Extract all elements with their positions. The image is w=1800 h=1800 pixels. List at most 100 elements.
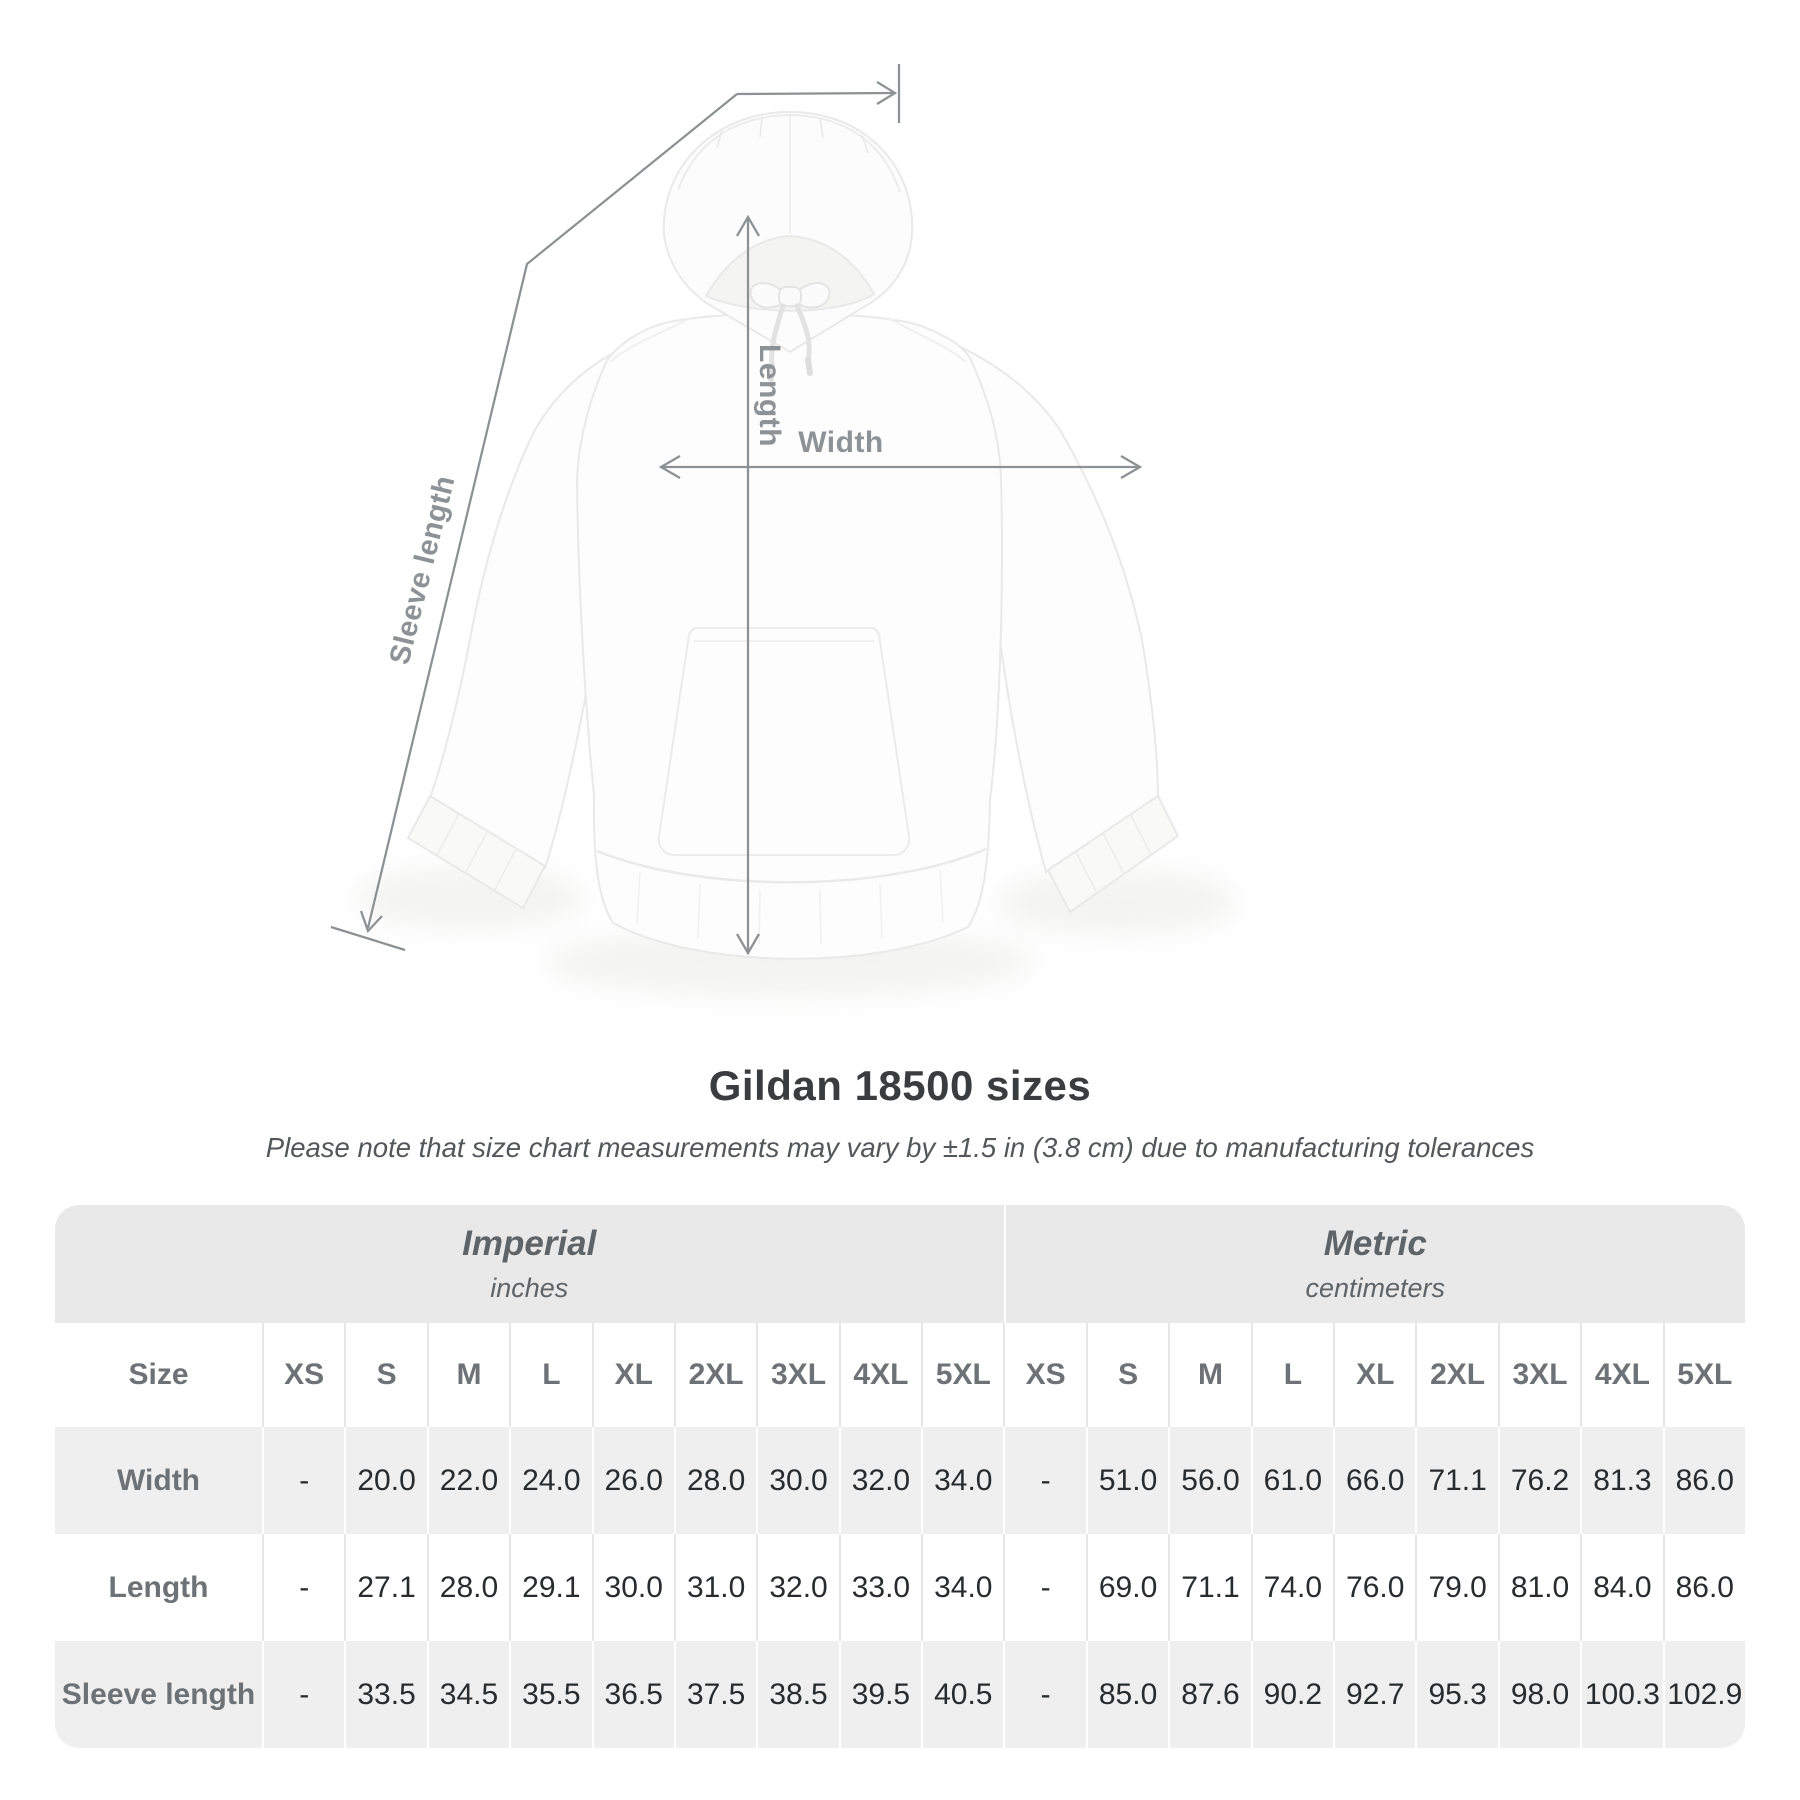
size-header-row: Size XS S M L XL 2XL 3XL 4XL 5XL XS S M L XL 2XL 3XL 4XL 5… <box>55 1323 1745 1427</box>
metric-value-cell: 84.0 <box>1580 1534 1662 1641</box>
hoodie-pocket <box>657 627 911 856</box>
hoodie-illustration <box>406 110 1180 960</box>
sleeve-length-label: Sleeve length <box>384 472 462 667</box>
metric-group-header: Metric centimeters <box>1003 1205 1746 1323</box>
imperial-value-cell: 30.0 <box>591 1534 674 1641</box>
imperial-value-cell: 22.0 <box>426 1427 509 1534</box>
metric-value-cell: 95.3 <box>1415 1641 1497 1748</box>
imperial-value-cell: 36.5 <box>591 1641 674 1748</box>
row-label: Sleeve length <box>61 1677 256 1711</box>
tolerance-note: Please note that size chart measurements… <box>265 1132 1535 1163</box>
metric-value-cell: 85.0 <box>1085 1641 1168 1748</box>
imperial-value-cell: 29.1 <box>509 1534 591 1641</box>
table-row-sleeve-length: Sleeve length -33.5 34.5 35.5 36.5 37.5 38.5 39… <box>55 1641 1745 1748</box>
imperial-value-cell: 40.5 <box>921 1641 1003 1748</box>
metric-value-cell: 74.0 <box>1250 1534 1333 1641</box>
imperial-unit-label: inches <box>490 1273 569 1303</box>
metric-value-cell: - <box>1003 1641 1085 1748</box>
imperial-size-col-header: XS <box>262 1323 344 1427</box>
imperial-value-cell: 20.0 <box>344 1427 426 1534</box>
width-label: Width <box>798 426 884 459</box>
imperial-group-header: Imperial inches <box>55 1205 1004 1323</box>
metric-label: Metric <box>1323 1224 1427 1263</box>
metric-value-cell: - <box>1003 1427 1085 1534</box>
metric-value-cell: 81.0 <box>1497 1534 1580 1641</box>
metric-size-col-header: L <box>1250 1323 1333 1427</box>
table-row-width: Width -20.0 22.0 24.0 26.0 28.0 30.0 32.0 34.0-5… <box>55 1427 1745 1534</box>
sleeve-length-arrow <box>330 64 901 952</box>
imperial-size-col-header: 2XL <box>673 1323 756 1427</box>
imperial-value-cell: 33.5 <box>344 1641 426 1748</box>
metric-value-cell: 81.3 <box>1580 1427 1662 1534</box>
width-arrow <box>658 455 1143 479</box>
imperial-value-cell: - <box>262 1534 344 1641</box>
imperial-value-cell: - <box>262 1427 344 1534</box>
imperial-label: Imperial <box>462 1224 597 1263</box>
metric-value-cell: 76.0 <box>1333 1534 1415 1641</box>
row-label: Length <box>108 1570 209 1604</box>
metric-value-cell: 61.0 <box>1250 1427 1333 1534</box>
hoodie-hem-band <box>596 847 987 884</box>
hoodie-drawstrings <box>749 282 831 382</box>
length-arrow <box>736 214 760 956</box>
metric-value-cell: 79.0 <box>1415 1534 1497 1641</box>
size-table-body: Width -20.0 22.0 24.0 26.0 28.0 30.0 32.0 34.0-5… <box>55 1427 1745 1748</box>
imperial-value-cell: 35.5 <box>509 1641 591 1748</box>
imperial-value-cell: 31.0 <box>673 1534 756 1641</box>
metric-value-cell: 76.2 <box>1497 1427 1580 1534</box>
metric-value-cell: 87.6 <box>1168 1641 1250 1748</box>
imperial-value-cell: 34.5 <box>426 1641 509 1748</box>
hoodie-measurement-diagram: Length Width Sleeve length <box>330 64 1238 996</box>
imperial-value-cell: 37.5 <box>673 1641 756 1748</box>
metric-size-col-header: 3XL <box>1497 1323 1580 1427</box>
metric-unit-label: centimeters <box>1305 1273 1446 1303</box>
imperial-size-col-header: S <box>344 1323 426 1427</box>
imperial-value-cell: 34.0 <box>921 1534 1003 1641</box>
imperial-value-cell: - <box>262 1641 344 1748</box>
imperial-value-cell: 32.0 <box>756 1534 838 1641</box>
metric-value-cell: 98.0 <box>1497 1641 1580 1748</box>
metric-size-col-header: S <box>1085 1323 1168 1427</box>
imperial-size-col-header: L <box>509 1323 591 1427</box>
metric-size-col-header: XL <box>1333 1323 1415 1427</box>
metric-value-cell: - <box>1003 1534 1085 1641</box>
metric-value-cell: 86.0 <box>1662 1427 1745 1534</box>
imperial-size-col-header: XL <box>591 1323 674 1427</box>
metric-size-col-header: 5XL <box>1662 1323 1745 1427</box>
unit-band: Imperial inches Metric centimeters <box>55 1205 1745 1323</box>
table-row-length: Length -27.1 28.0 29.1 30.0 31.0 32.0 33.0 34.0-… <box>55 1534 1745 1641</box>
imperial-value-cell: 32.0 <box>838 1427 921 1534</box>
row-label: Width <box>116 1463 201 1497</box>
metric-value-cell: 66.0 <box>1333 1427 1415 1534</box>
metric-size-col-header: XS <box>1003 1323 1085 1427</box>
metric-value-cell: 69.0 <box>1085 1534 1168 1641</box>
imperial-value-cell: 28.0 <box>673 1427 756 1534</box>
metric-value-cell: 90.2 <box>1250 1641 1333 1748</box>
length-label: Length <box>753 344 786 447</box>
metric-value-cell: 92.7 <box>1333 1641 1415 1748</box>
imperial-value-cell: 24.0 <box>509 1427 591 1534</box>
metric-value-cell: 102.9 <box>1662 1641 1745 1748</box>
metric-size-col-header: 2XL <box>1415 1323 1497 1427</box>
metric-value-cell: 71.1 <box>1415 1427 1497 1534</box>
imperial-size-col-header: 5XL <box>921 1323 1003 1427</box>
imperial-size-col-header: 3XL <box>756 1323 838 1427</box>
metric-value-cell: 71.1 <box>1168 1534 1250 1641</box>
metric-value-cell: 100.3 <box>1580 1641 1662 1748</box>
imperial-size-col-header: 4XL <box>838 1323 921 1427</box>
measurement-annotations <box>330 64 1143 956</box>
size-header: Size <box>128 1358 189 1391</box>
imperial-size-col-header: M <box>426 1323 509 1427</box>
imperial-value-cell: 27.1 <box>344 1534 426 1641</box>
page-title: Gildan 18500 sizes <box>708 1062 1092 1109</box>
imperial-value-cell: 28.0 <box>426 1534 509 1641</box>
metric-value-cell: 56.0 <box>1168 1427 1250 1534</box>
metric-value-cell: 51.0 <box>1085 1427 1168 1534</box>
imperial-value-cell: 38.5 <box>756 1641 838 1748</box>
size-table: Imperial inches Metric centimeters Size X… <box>55 1205 1745 1748</box>
imperial-value-cell: 30.0 <box>756 1427 838 1534</box>
imperial-value-cell: 33.0 <box>838 1534 921 1641</box>
imperial-value-cell: 39.5 <box>838 1641 921 1748</box>
imperial-value-cell: 26.0 <box>591 1427 674 1534</box>
